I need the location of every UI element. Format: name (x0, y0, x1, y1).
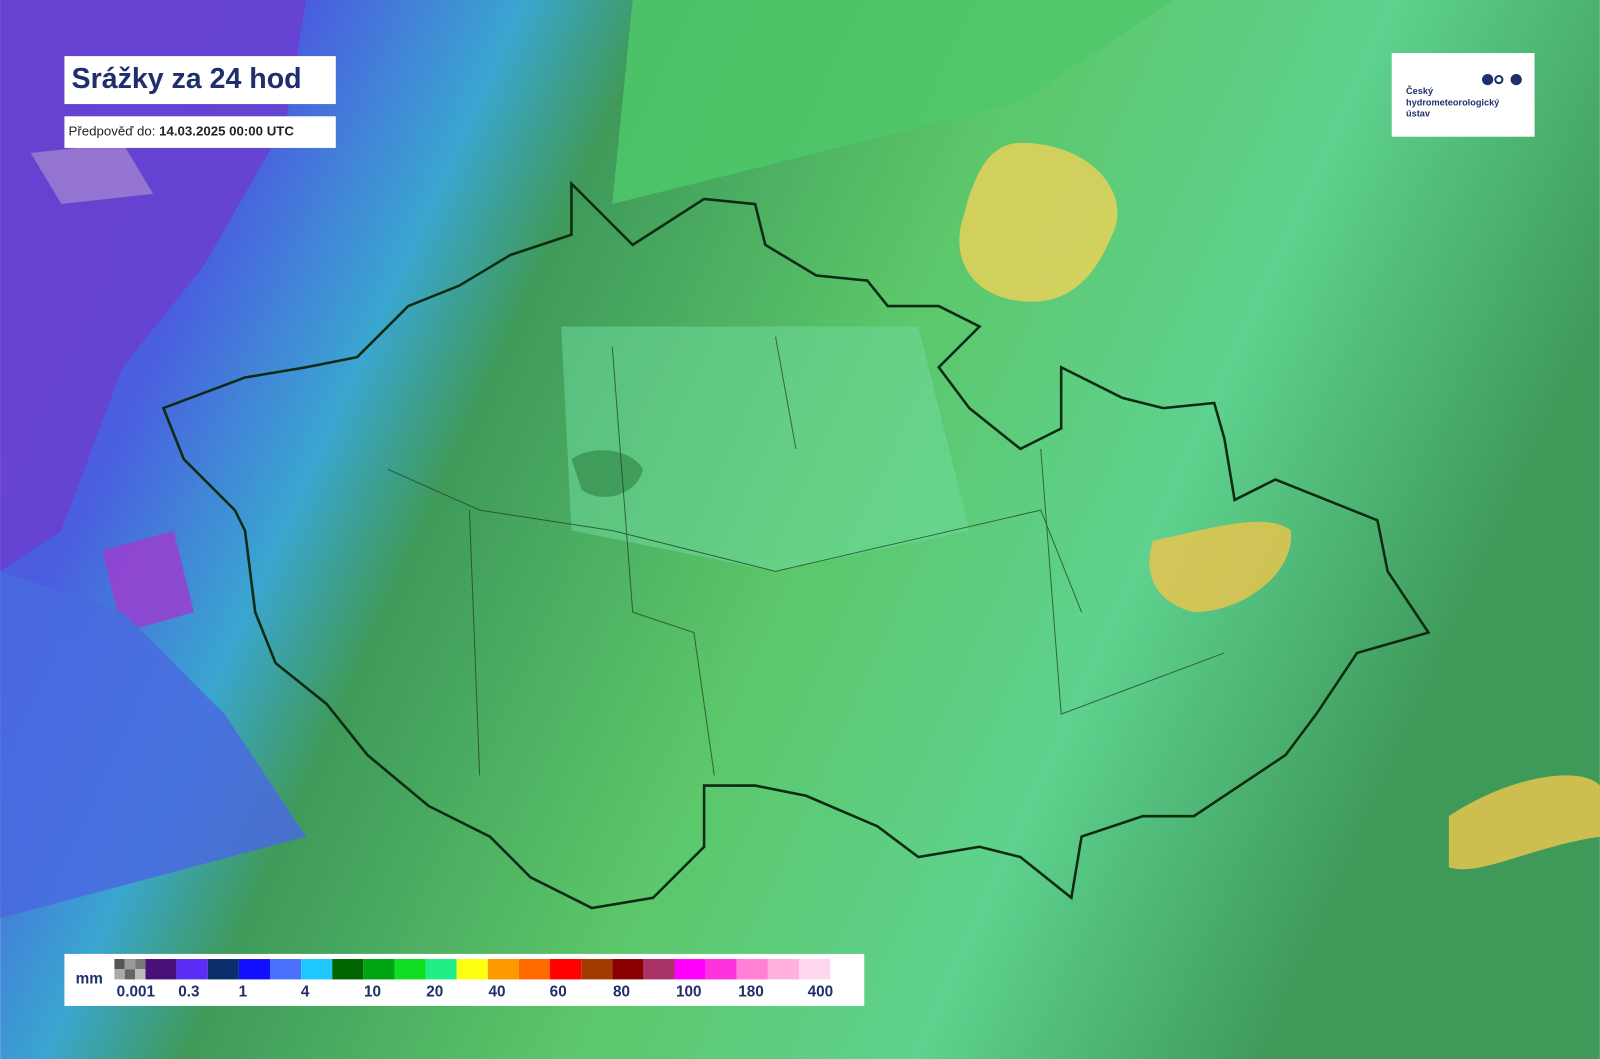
forecast-time: 14.03.2025 00:00 UTC (159, 123, 294, 138)
legend-label: 1 (239, 984, 248, 1001)
legend-swatch (269, 959, 302, 980)
legend-label: 80 (613, 984, 630, 1001)
legend-label: 20 (426, 984, 443, 1001)
precip-area (561, 326, 970, 572)
legend-swatch (425, 959, 457, 980)
legend-swatch-cell (135, 969, 146, 980)
precip-area (959, 142, 1118, 302)
legend-swatch (767, 959, 799, 980)
legend-swatch (487, 959, 519, 980)
legend-swatch (145, 959, 177, 980)
precip-area (1448, 775, 1600, 870)
legend-swatch (674, 959, 706, 980)
logo-text: hydrometeorologický (1406, 97, 1500, 107)
legend-swatch (705, 959, 737, 980)
country-border (161, 180, 1431, 910)
legend-label: 0.001 (117, 984, 156, 1001)
precip-area (102, 530, 194, 633)
legend-swatch (176, 959, 208, 980)
legend-swatch-cell (114, 969, 125, 980)
logo-text: Český (1406, 85, 1434, 96)
legend-label: 40 (488, 984, 505, 1001)
legend-swatch (736, 959, 768, 980)
legend-swatch (798, 959, 831, 980)
legend-unit: mm (76, 970, 103, 987)
legend-swatch (550, 959, 582, 980)
precip-area (30, 142, 154, 205)
legend-label: 180 (738, 984, 764, 1001)
legend-swatch (612, 959, 644, 980)
legend: mm 0.001 0.3 1 4 10 20 40 60 80 100 180 400 (64, 953, 865, 1006)
legend-label: 10 (364, 984, 381, 1001)
legend-label: 100 (676, 984, 702, 1001)
legend-label: 60 (550, 984, 567, 1001)
precip-area (612, 0, 1174, 205)
legend-swatch (581, 959, 613, 980)
legend-swatch-cell (135, 959, 146, 970)
city (571, 450, 643, 497)
title: Srážky za 24 hod (72, 63, 302, 95)
legend-swatch (518, 959, 551, 980)
legend-swatch (238, 959, 270, 980)
legend-label: 4 (301, 984, 310, 1001)
region-borders (387, 336, 1225, 776)
forecast-box (64, 116, 336, 148)
legend-swatch-cell (124, 969, 136, 980)
logo-dot (1482, 73, 1494, 86)
logo-text: ústav (1406, 109, 1431, 119)
precip-area (0, 571, 307, 919)
legend-swatch (456, 959, 488, 980)
legend-swatch (301, 959, 333, 980)
forecast-label: Předpověď do: 14.03.2025 00:00 UTC (68, 123, 294, 138)
legend-swatch (363, 959, 395, 980)
logo-dot (1494, 74, 1504, 85)
legend-swatch-cell (124, 959, 136, 970)
forecast-label-text: Předpověď do: (68, 123, 155, 138)
legend-label: 400 (808, 984, 834, 1001)
legend-swatch (394, 959, 426, 980)
title-box (64, 56, 336, 105)
legend-swatch (643, 959, 675, 980)
legend-swatch (332, 959, 364, 980)
logo-box (1391, 53, 1535, 137)
logo-dot (1510, 73, 1522, 86)
legend-swatch (207, 959, 239, 980)
legend-swatch-cell (114, 959, 125, 970)
legend-label: 0.3 (178, 984, 199, 1001)
precip-area (1149, 521, 1292, 613)
precip-areas (0, 0, 1600, 919)
